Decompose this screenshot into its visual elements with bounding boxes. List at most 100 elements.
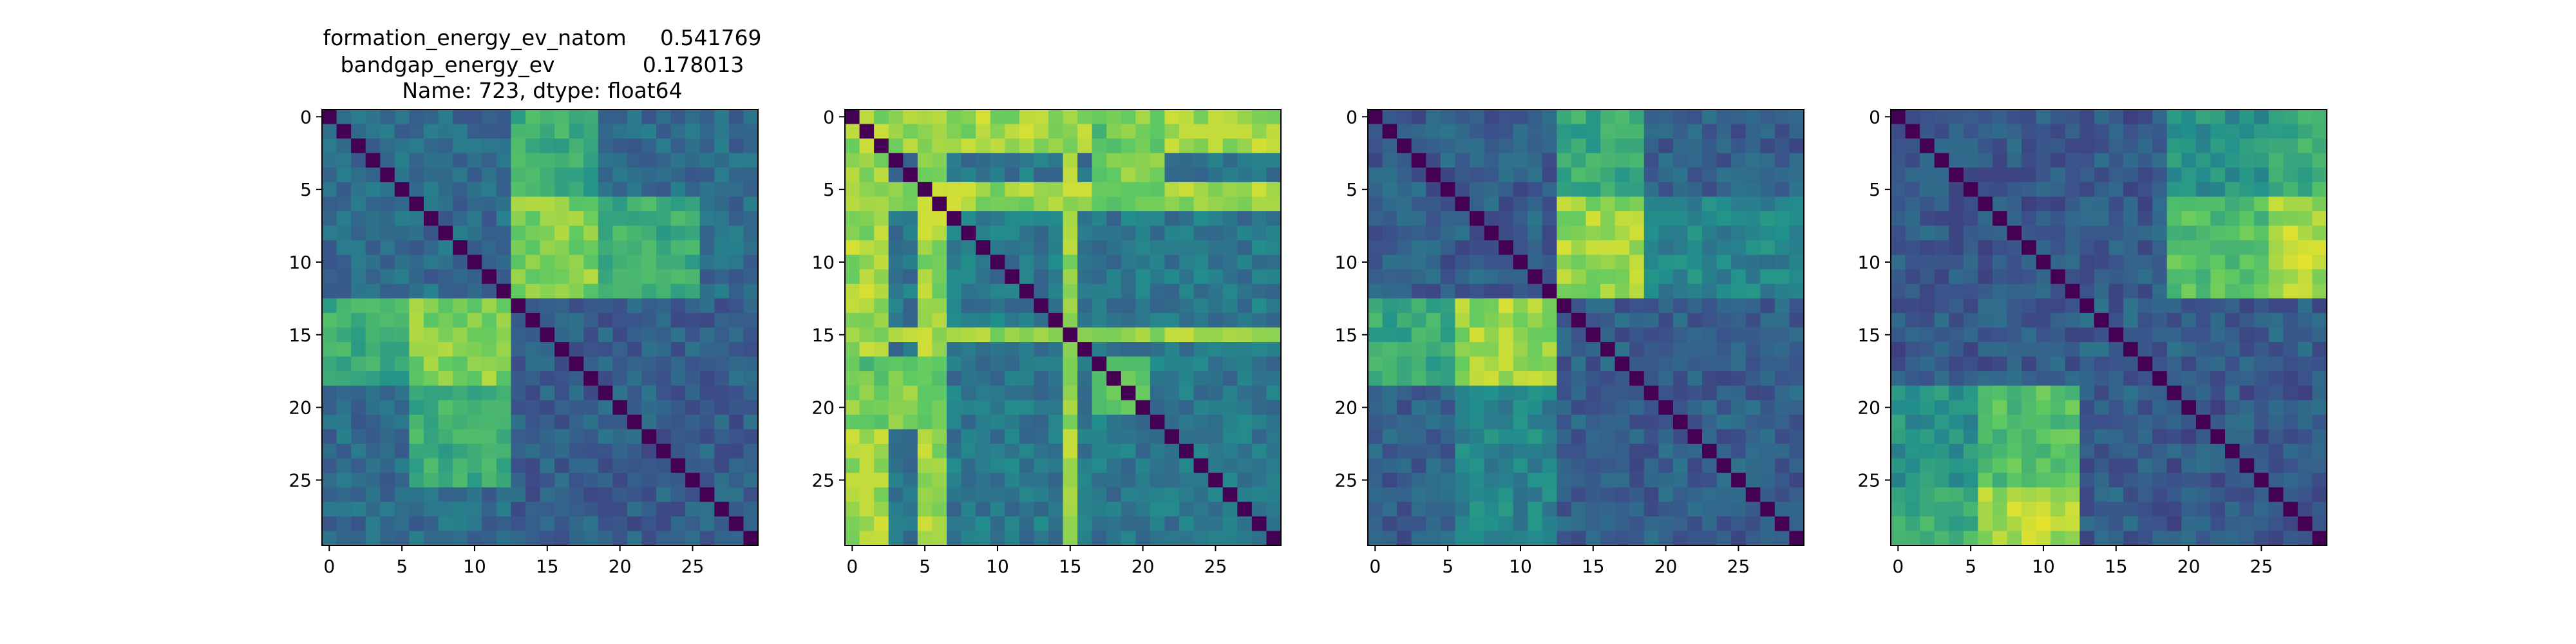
heatmap-cell: [1005, 327, 1020, 343]
heatmap-cell: [1484, 429, 1499, 444]
heatmap-cell: [2181, 444, 2197, 459]
heatmap-cell: [322, 502, 337, 517]
heatmap-cell: [554, 211, 570, 227]
heatmap-cell: [1208, 458, 1224, 473]
heatmap-cell: [903, 298, 918, 314]
heatmap-cell: [1092, 109, 1107, 125]
heatmap-cell: [1019, 298, 1034, 314]
heatmap-cell: [1600, 211, 1616, 227]
heatmap-cell: [1978, 240, 1993, 256]
heatmap-cell: [2079, 254, 2095, 270]
axes-frame: [844, 109, 1282, 546]
heatmap-cell: [1222, 342, 1238, 357]
heatmap-cell: [641, 385, 657, 401]
heatmap-cell: [1484, 109, 1499, 125]
heatmap-cell: [1121, 458, 1136, 473]
heatmap-cell: [2137, 429, 2153, 444]
heatmap-cell: [2036, 342, 2051, 357]
heatmap-cell: [2297, 269, 2313, 285]
heatmap-cell: [482, 531, 497, 546]
heatmap-cell: [1672, 502, 1689, 517]
heatmap-cell: [1789, 254, 1804, 270]
heatmap-cell: [1222, 196, 1238, 212]
heatmap-cell: [1411, 269, 1426, 285]
heatmap-cell: [1687, 153, 1703, 168]
heatmap-cell: [714, 196, 730, 212]
heatmap-cell: [1092, 327, 1107, 343]
heatmap-cell: [845, 124, 860, 139]
heatmap-cell: [2210, 342, 2226, 357]
heatmap-cell: [903, 414, 918, 430]
heatmap-cell: [976, 414, 991, 430]
heatmap-cell: [2195, 312, 2211, 328]
heatmap-cell: [2268, 240, 2284, 256]
heatmap-cell: [322, 356, 337, 372]
heatmap-cell: [2123, 167, 2139, 183]
heatmap-cell: [394, 138, 410, 154]
heatmap-cell: [1368, 516, 1383, 532]
heatmap-cell: [1368, 269, 1383, 285]
heatmap-cell: [1135, 356, 1151, 372]
heatmap-cell: [1615, 196, 1630, 212]
heatmap-cell: [1513, 531, 1528, 546]
x-tick-label: 10: [986, 556, 1009, 577]
heatmap-cell: [1571, 240, 1587, 256]
heatmap-cell: [583, 167, 599, 183]
heatmap-cell: [322, 240, 337, 256]
heatmap-cell: [380, 109, 395, 125]
heatmap-cell: [1484, 356, 1499, 372]
heatmap-cell: [1891, 444, 1906, 459]
heatmap-cell: [467, 385, 482, 401]
heatmap-cell: [1440, 240, 1455, 256]
heatmap-cell: [1048, 356, 1064, 372]
heatmap-cell: [1760, 196, 1776, 212]
heatmap-cell: [1571, 124, 1587, 139]
heatmap-cell: [1920, 124, 1935, 139]
heatmap-cell: [394, 283, 410, 299]
heatmap-cell: [1745, 283, 1761, 299]
heatmap-cell: [670, 167, 686, 183]
heatmap-cell: [917, 516, 933, 532]
heatmap-cell: [540, 487, 555, 502]
heatmap-cell: [1891, 400, 1906, 415]
heatmap-cell: [1368, 371, 1383, 386]
heatmap-cell: [714, 502, 730, 517]
heatmap-cell: [1615, 298, 1630, 314]
heatmap-cell: [438, 502, 453, 517]
heatmap-cell: [1905, 385, 1920, 401]
heatmap-cell: [990, 487, 1005, 502]
heatmap-cell: [2268, 473, 2284, 488]
heatmap-cell: [990, 109, 1005, 125]
heatmap-cell: [612, 211, 628, 227]
heatmap-cell: [1528, 487, 1543, 502]
heatmap-cell: [641, 196, 657, 212]
heatmap-cell: [2036, 269, 2051, 285]
heatmap-cell: [496, 225, 511, 241]
heatmap-cell: [351, 487, 366, 502]
heatmap-cell: [845, 269, 860, 285]
heatmap-cell: [961, 356, 976, 372]
heatmap-cell: [2283, 342, 2298, 357]
heatmap-cell: [2137, 356, 2153, 372]
heatmap-cell: [1208, 298, 1224, 314]
heatmap-cell: [1615, 269, 1630, 285]
heatmap-cell: [946, 109, 962, 125]
heatmap-cell: [482, 225, 497, 241]
heatmap-cell: [1513, 225, 1528, 241]
heatmap-cell: [2152, 385, 2168, 401]
heatmap-cell: [1048, 342, 1064, 357]
heatmap-cell: [2123, 225, 2139, 241]
heatmap-cell: [1643, 356, 1659, 372]
heatmap-cell: [2283, 414, 2298, 430]
heatmap-cell: [1484, 458, 1499, 473]
heatmap-cell: [1934, 487, 1949, 502]
heatmap-cell: [903, 138, 918, 154]
heatmap-cell: [990, 298, 1005, 314]
heatmap-cell: [1092, 196, 1107, 212]
heatmap-cell: [322, 429, 337, 444]
heatmap-cell: [641, 502, 657, 517]
heatmap-cell: [1557, 167, 1572, 183]
heatmap-cell: [743, 153, 759, 168]
heatmap-cell: [2108, 516, 2124, 532]
